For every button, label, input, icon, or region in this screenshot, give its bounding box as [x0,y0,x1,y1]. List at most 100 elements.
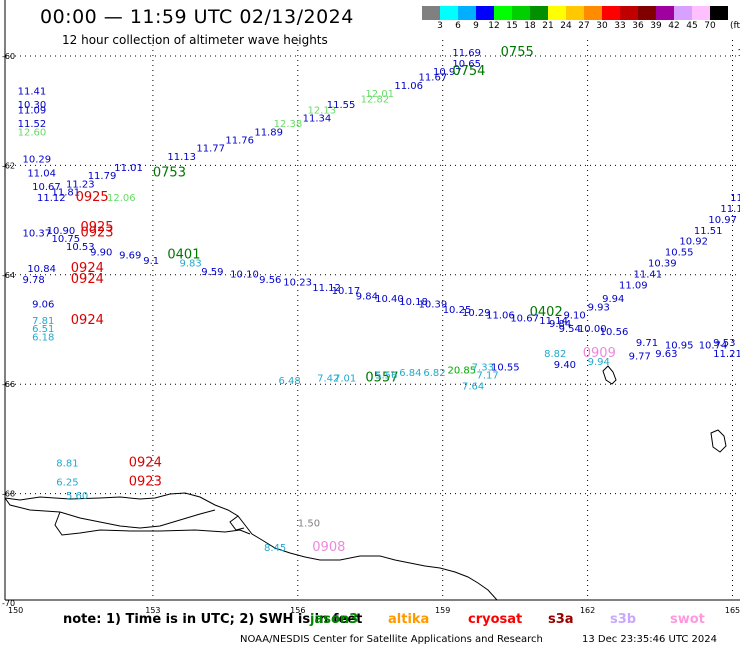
wave-height-label: 10.75 [51,234,80,245]
longitude-tick-label: 156 [290,606,305,615]
colorbar-tick-label: 3 [437,21,443,31]
footer-timestamp: 13 Dec 23:35:46 UTC 2024 [582,634,717,645]
wave-height-label: 9.53 [713,338,735,349]
wave-height-label: 10.23 [283,278,312,289]
colorbar-swatch [656,6,674,20]
colorbar-swatch [692,6,710,20]
ice-shelf-edge [54,511,251,536]
wave-height-label: 7.64 [462,382,484,393]
wave-height-label: 9.40 [554,360,576,371]
wave-height-label: 10.56 [600,327,629,338]
wave-height-label: 11.22 [730,193,740,204]
wave-height-label: 11.76 [225,136,254,147]
coastline [4,365,727,601]
colorbar-tick-label: 15 [506,21,518,31]
wave-height-label: 10.74 [699,341,728,352]
latitude-tick-label: -62 [2,161,15,170]
island-1 [602,365,617,385]
pass-time-label: 0925 [80,220,113,235]
pass-time-label: 0925 [76,190,109,205]
pass-time-label: 0924 [71,261,104,276]
colorbar-swatch [530,6,548,20]
pass-time-label: 0924 [129,455,162,470]
wave-height-label: 11.41 [633,270,662,281]
wave-height-label: 6.84 [399,368,421,379]
colorbar-tick-label: 18 [524,21,536,31]
colorbar-swatch [638,6,656,20]
wave-height-label: 9.69 [119,250,141,261]
wave-height-label: 12.38 [274,119,303,130]
wave-height-label: 9.63 [655,349,677,360]
pass-time-label: 0754 [452,64,485,79]
wave-height-label: 10.30 [18,100,47,111]
wave-height-label: 11.89 [254,127,283,138]
wave-height-label: 9.90 [90,248,112,259]
wave-height-label: 8.81 [56,458,78,469]
wave-height-label: 11.81 [51,187,80,198]
wave-height-label: 9.10 [563,311,585,322]
wave-height-label: 11.01 [114,163,143,174]
wave-height-label: 9.78 [22,275,44,286]
colorbar-unit: (ft) [730,21,740,31]
wave-height-label: 9.94 [588,357,610,368]
longitude-tick-label: 153 [145,606,160,615]
wave-height-label: 5.56 [375,371,397,382]
colorbar-swatch [566,6,584,20]
wave-height-label: 7.01 [334,373,356,384]
wave-height-label: 10.53 [66,242,95,253]
wave-height-label: 11.09 [619,280,648,291]
wave-height-label: 10.39 [419,300,448,311]
colorbar-swatch [674,6,692,20]
wave-height-label: 6.51 [32,324,54,335]
wave-height-label: 12.01 [365,89,394,100]
wave-height-label: 9.59 [201,267,223,278]
wave-height-label: 10.29 [22,155,51,166]
wave-height-label: 11.41 [18,86,47,97]
latitude-tick-label: -66 [2,380,15,389]
wave-height-label: 9.71 [636,338,658,349]
wave-height-label: 9.83 [179,259,201,270]
colorbar-tick-label: 27 [578,21,590,31]
wave-height-label: 11.79 [88,171,117,182]
colorbar-swatch [458,6,476,20]
pass-time-label: 0923 [80,226,113,241]
pass-time-label: 0908 [312,540,345,555]
wave-height-label: 11.26 [737,48,740,59]
wave-height-label: 10.10 [230,270,259,281]
wave-height-label: 9.84 [549,319,571,330]
antarctic-coastline [4,492,498,601]
map-frame [4,0,740,601]
wave-height-label: 6.82 [423,368,445,379]
colorbar-swatch [512,6,530,20]
wave-height-label: 11.23 [66,179,95,190]
colorbar-tick-label: 9 [473,21,479,31]
longitude-tick-label: 165 [725,606,740,615]
wave-height-label: 11.34 [303,114,332,125]
pass-time-label: 0924 [71,272,104,287]
wave-height-label: 10.92 [679,237,708,248]
wave-height-label: 10.90 [47,226,76,237]
colorbar-swatch [710,6,728,20]
wave-height-label: 11.51 [694,226,723,237]
colorbar-tick-label: 42 [668,21,680,31]
observation-labels: 11.4110.3011.0911.5212.6010.2911.0410.67… [18,45,740,555]
wave-height-label: 5.60 [66,491,88,502]
latitude-tick-label: -60 [2,52,15,61]
wave-height-label: 10.65 [452,59,481,70]
wave-height-label: 6.18 [32,332,54,343]
wave-height-label: 11.17 [720,204,740,215]
wave-height-label: 10.97 [708,215,737,226]
wave-height-label: 7.17 [477,371,499,382]
wave-height-label: 10.25 [443,305,472,316]
pass-time-label: 0401 [167,247,200,262]
wave-height-label: 7.81 [32,316,54,327]
longitude-tick-label: 159 [435,606,450,615]
pass-time-label: 0557 [365,370,398,385]
latitude-tick-label: -68 [2,490,15,499]
wave-height-label: 8.82 [544,349,566,360]
colorbar-tick-label: 12 [488,21,500,31]
legend-item-altika: altika [388,612,430,627]
wave-height-label: 1.50 [298,518,320,529]
legend-item-jason3: jason3 [310,612,359,627]
